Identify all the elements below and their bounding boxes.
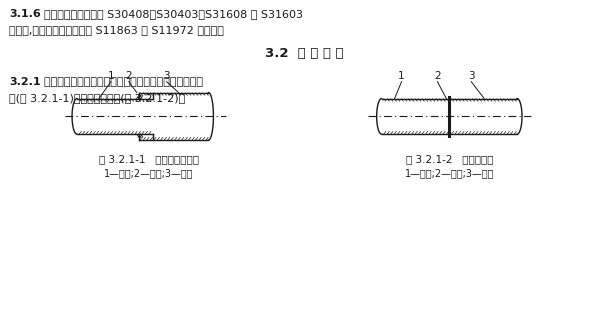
Text: 1—管材;2—焊缝;3—管件: 1—管材;2—焊缝;3—管件 (104, 168, 194, 178)
Text: 等牌号,铁素体不锈钢可选用 S11863 和 S11972 等牌号。: 等牌号,铁素体不锈钢可选用 S11863 和 S11972 等牌号。 (9, 25, 224, 35)
Text: 2: 2 (434, 71, 441, 81)
Text: 图 3.2.1-1   单向承插焊连接: 图 3.2.1-1 单向承插焊连接 (99, 154, 199, 164)
Text: 3.2  结 构 形 式: 3.2 结 构 形 式 (265, 47, 343, 60)
Text: 3: 3 (468, 71, 474, 81)
Text: 3.1.6: 3.1.6 (9, 9, 41, 19)
Text: 奥氏体不锈钢可选用 S30408、S30403、S31608 和 S31603: 奥氏体不锈钢可选用 S30408、S30403、S31608 和 S31603 (37, 9, 303, 19)
Text: 1: 1 (108, 71, 114, 81)
Text: 2: 2 (125, 71, 132, 81)
Text: 接(图 3.2.1-1)和对接焊接连接(图 3.2.1-2)。: 接(图 3.2.1-1)和对接焊接连接(图 3.2.1-2)。 (9, 93, 186, 103)
Text: 建筑排水不锈钢管道按连接方式可分为单向承插焊接连: 建筑排水不锈钢管道按连接方式可分为单向承插焊接连 (37, 77, 203, 87)
Text: 图 3.2.1-2   对接焊连接: 图 3.2.1-2 对接焊连接 (406, 154, 493, 164)
Text: 1: 1 (398, 71, 405, 81)
Text: 1—管材;2—焊缝;3—管件: 1—管材;2—焊缝;3—管件 (404, 168, 494, 178)
Text: 3.2.1: 3.2.1 (9, 77, 41, 87)
Text: 3: 3 (163, 71, 170, 81)
